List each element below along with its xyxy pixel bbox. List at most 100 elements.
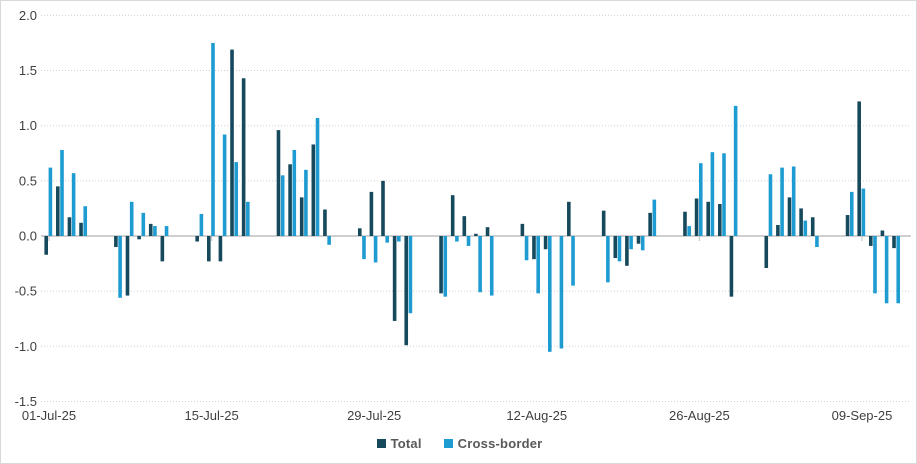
bar-total-25-Jul-25 bbox=[323, 209, 327, 236]
y-axis-label-0.5: 0.5 bbox=[19, 173, 37, 188]
bar-total-13-Aug-25 bbox=[543, 236, 548, 250]
bar-total-18-Aug-25 bbox=[601, 210, 606, 236]
x-axis-label-01-Jul-25: 01-Jul-25 bbox=[22, 408, 76, 423]
bar-cross-border-03-Sep-25 bbox=[791, 166, 796, 236]
bar-cross-border-05-Aug-25 bbox=[455, 236, 459, 242]
bar-total-04-Jul-25 bbox=[79, 222, 83, 236]
bar-total-02-Jul-25 bbox=[56, 186, 60, 236]
bar-total-11-Aug-25 bbox=[520, 223, 525, 236]
bar-cross-border-22-Aug-25 bbox=[652, 199, 657, 236]
bar-cross-border-21-Aug-25 bbox=[640, 236, 645, 251]
bar-cross-border-03-Jul-25 bbox=[71, 173, 76, 236]
bar-cross-border-22-Jul-25 bbox=[292, 149, 297, 236]
bar-cross-border-11-Aug-25 bbox=[524, 236, 529, 261]
bar-cross-border-01-Aug-25 bbox=[408, 236, 413, 314]
bar-total-07-Jul-25 bbox=[114, 236, 118, 248]
bar-total-05-Aug-25 bbox=[450, 195, 455, 236]
x-axis-label-12-Aug-25: 12-Aug-25 bbox=[506, 408, 567, 423]
bar-cross-border-10-Sep-25 bbox=[873, 236, 877, 294]
bar-total-15-Aug-25 bbox=[567, 201, 571, 236]
bar-cross-border-08-Sep-25 bbox=[849, 191, 854, 236]
bar-total-15-Jul-25 bbox=[206, 236, 211, 262]
bar-cross-border-30-Jul-25 bbox=[385, 236, 390, 243]
bar-cross-border-11-Jul-25 bbox=[164, 226, 169, 236]
bar-total-09-Sep-25 bbox=[857, 101, 861, 237]
bar-total-29-Jul-25 bbox=[369, 191, 374, 236]
bar-total-11-Sep-25 bbox=[880, 230, 885, 236]
bar-total-08-Aug-25 bbox=[485, 227, 490, 236]
bar-cross-border-31-Jul-25 bbox=[397, 236, 401, 242]
bar-total-22-Jul-25 bbox=[288, 164, 292, 236]
bar-cross-border-27-Aug-25 bbox=[710, 152, 715, 236]
bar-total-30-Jul-25 bbox=[381, 180, 385, 236]
bar-cross-border-29-Jul-25 bbox=[373, 236, 378, 263]
bar-cross-border-18-Aug-25 bbox=[606, 236, 610, 283]
bar-total-11-Jul-25 bbox=[160, 236, 165, 262]
bar-total-18-Jul-25 bbox=[241, 78, 246, 237]
bar-cross-border-05-Sep-25 bbox=[815, 236, 819, 248]
bar-cross-border-09-Sep-25 bbox=[861, 188, 866, 236]
y-axis-label-1.0: 1.0 bbox=[19, 118, 37, 133]
bar-total-08-Jul-25 bbox=[125, 236, 130, 296]
bar-cross-border-26-Aug-25 bbox=[698, 163, 703, 236]
bar-cross-border-21-Jul-25 bbox=[280, 175, 285, 236]
bar-cross-border-25-Aug-25 bbox=[687, 226, 691, 236]
legend-label-cross-border: Cross-border bbox=[457, 435, 543, 451]
bar-total-01-Sep-25 bbox=[764, 236, 769, 268]
bar-total-31-Jul-25 bbox=[392, 236, 397, 321]
bar-total-26-Aug-25 bbox=[694, 198, 699, 236]
bar-cross-border-24-Jul-25 bbox=[315, 117, 320, 236]
bar-cross-border-28-Aug-25 bbox=[722, 153, 726, 236]
bar-cross-border-07-Jul-25 bbox=[118, 236, 122, 298]
y-axis-label-0.0: 0.0 bbox=[19, 229, 37, 244]
bar-total-28-Jul-25 bbox=[357, 228, 362, 236]
y-axis-label--1.0: -1.0 bbox=[15, 339, 37, 354]
x-axis-label-15-Jul-25: 15-Jul-25 bbox=[184, 408, 238, 423]
bar-cross-border-18-Jul-25 bbox=[246, 201, 250, 236]
bar-total-07-Aug-25 bbox=[474, 233, 478, 236]
bar-cross-border-28-Jul-25 bbox=[362, 236, 366, 260]
legend-label-total: Total bbox=[390, 435, 422, 451]
bar-total-14-Jul-25 bbox=[195, 236, 199, 242]
bar-total-10-Jul-25 bbox=[148, 223, 153, 236]
bar-cross-border-07-Aug-25 bbox=[478, 236, 482, 293]
bar-cross-border-13-Aug-25 bbox=[548, 236, 552, 352]
bar-total-21-Jul-25 bbox=[276, 130, 281, 236]
bar-cross-border-15-Jul-25 bbox=[211, 42, 215, 236]
bar-cross-border-10-Jul-25 bbox=[153, 226, 157, 236]
y-axis-label-2.0: 2.0 bbox=[19, 8, 37, 23]
bar-cross-border-14-Jul-25 bbox=[199, 213, 204, 236]
bar-cross-border-25-Jul-25 bbox=[327, 236, 331, 245]
bar-total-12-Aug-25 bbox=[532, 236, 536, 260]
bar-total-09-Jul-25 bbox=[137, 236, 141, 240]
bar-cross-border-04-Sep-25 bbox=[803, 220, 808, 236]
bar-total-24-Jul-25 bbox=[311, 144, 316, 236]
bar-cross-border-12-Sep-25 bbox=[896, 236, 901, 304]
x-axis-label-09-Sep-25: 09-Sep-25 bbox=[832, 408, 893, 423]
bar-cross-border-08-Jul-25 bbox=[129, 201, 134, 236]
bar-cross-border-20-Aug-25 bbox=[629, 236, 633, 250]
bar-total-19-Aug-25 bbox=[613, 236, 618, 259]
bar-total-16-Jul-25 bbox=[218, 236, 223, 262]
bar-total-21-Aug-25 bbox=[636, 236, 641, 244]
bar-cross-border-19-Aug-25 bbox=[617, 236, 622, 262]
bar-total-04-Sep-25 bbox=[799, 208, 803, 236]
bar-total-03-Sep-25 bbox=[787, 197, 792, 236]
bar-cross-border-16-Jul-25 bbox=[222, 134, 227, 236]
bar-cross-border-02-Jul-25 bbox=[60, 149, 64, 236]
bar-total-04-Aug-25 bbox=[439, 236, 443, 294]
bar-total-10-Sep-25 bbox=[868, 236, 873, 246]
bar-cross-border-15-Aug-25 bbox=[571, 236, 575, 286]
bar-total-25-Aug-25 bbox=[683, 211, 687, 236]
bar-total-17-Jul-25 bbox=[230, 49, 234, 236]
bar-cross-border-09-Jul-25 bbox=[141, 212, 146, 236]
bar-cross-border-23-Jul-25 bbox=[304, 169, 308, 236]
bar-cross-border-06-Aug-25 bbox=[466, 236, 471, 246]
bar-total-28-Aug-25 bbox=[718, 204, 722, 236]
bar-cross-border-29-Aug-25 bbox=[733, 105, 738, 236]
legend-swatch-cross-border bbox=[443, 438, 453, 448]
y-axis-label-1.5: 1.5 bbox=[19, 63, 37, 78]
bar-cross-border-08-Aug-25 bbox=[489, 236, 494, 296]
